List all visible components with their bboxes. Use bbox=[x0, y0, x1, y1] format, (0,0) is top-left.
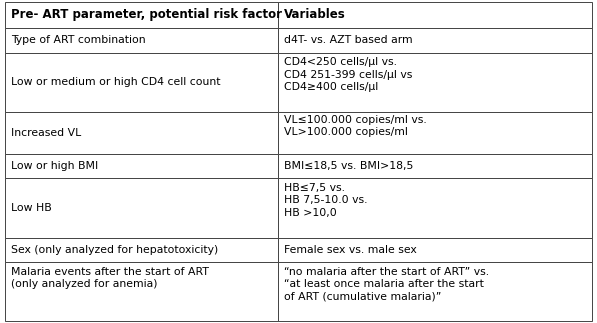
Bar bbox=[5, 53, 278, 112]
Text: d4T- vs. AZT based arm: d4T- vs. AZT based arm bbox=[284, 35, 413, 45]
Text: Low HB: Low HB bbox=[11, 203, 51, 213]
Text: HB≤7,5 vs.
HB 7,5-10.0 vs.
HB >10,0: HB≤7,5 vs. HB 7,5-10.0 vs. HB >10,0 bbox=[284, 183, 367, 218]
Text: Sex (only analyzed for hepatotoxicity): Sex (only analyzed for hepatotoxicity) bbox=[11, 245, 218, 255]
Bar bbox=[5, 2, 278, 28]
Text: BMI≤18,5 vs. BMI>18,5: BMI≤18,5 vs. BMI>18,5 bbox=[284, 161, 413, 171]
Bar bbox=[5, 154, 278, 178]
Bar bbox=[278, 28, 592, 53]
Bar bbox=[278, 154, 592, 178]
Bar bbox=[5, 237, 278, 262]
Text: Variables: Variables bbox=[284, 8, 346, 21]
Text: Pre- ART parameter, potential risk factor: Pre- ART parameter, potential risk facto… bbox=[11, 8, 282, 21]
Bar bbox=[278, 262, 592, 321]
Text: Female sex vs. male sex: Female sex vs. male sex bbox=[284, 245, 417, 255]
Bar bbox=[5, 112, 278, 154]
Text: Low or medium or high CD4 cell count: Low or medium or high CD4 cell count bbox=[11, 77, 220, 87]
Bar bbox=[5, 28, 278, 53]
Bar bbox=[278, 53, 592, 112]
Bar bbox=[5, 178, 278, 237]
Text: Type of ART combination: Type of ART combination bbox=[11, 35, 146, 45]
Text: Low or high BMI: Low or high BMI bbox=[11, 161, 98, 171]
Text: VL≤100.000 copies/ml vs.
VL>100.000 copies/ml: VL≤100.000 copies/ml vs. VL>100.000 copi… bbox=[284, 115, 427, 138]
Text: Increased VL: Increased VL bbox=[11, 128, 81, 138]
Bar bbox=[5, 262, 278, 321]
Text: CD4<250 cells/μl vs.
CD4 251-399 cells/μl vs
CD4≥400 cells/μl: CD4<250 cells/μl vs. CD4 251-399 cells/μ… bbox=[284, 57, 413, 92]
Bar bbox=[278, 2, 592, 28]
Bar bbox=[278, 112, 592, 154]
Text: Malaria events after the start of ART
(only analyzed for anemia): Malaria events after the start of ART (o… bbox=[11, 267, 208, 289]
Bar bbox=[278, 178, 592, 237]
Text: “no malaria after the start of ART” vs.
“at least once malaria after the start
o: “no malaria after the start of ART” vs. … bbox=[284, 267, 489, 302]
Bar bbox=[278, 237, 592, 262]
